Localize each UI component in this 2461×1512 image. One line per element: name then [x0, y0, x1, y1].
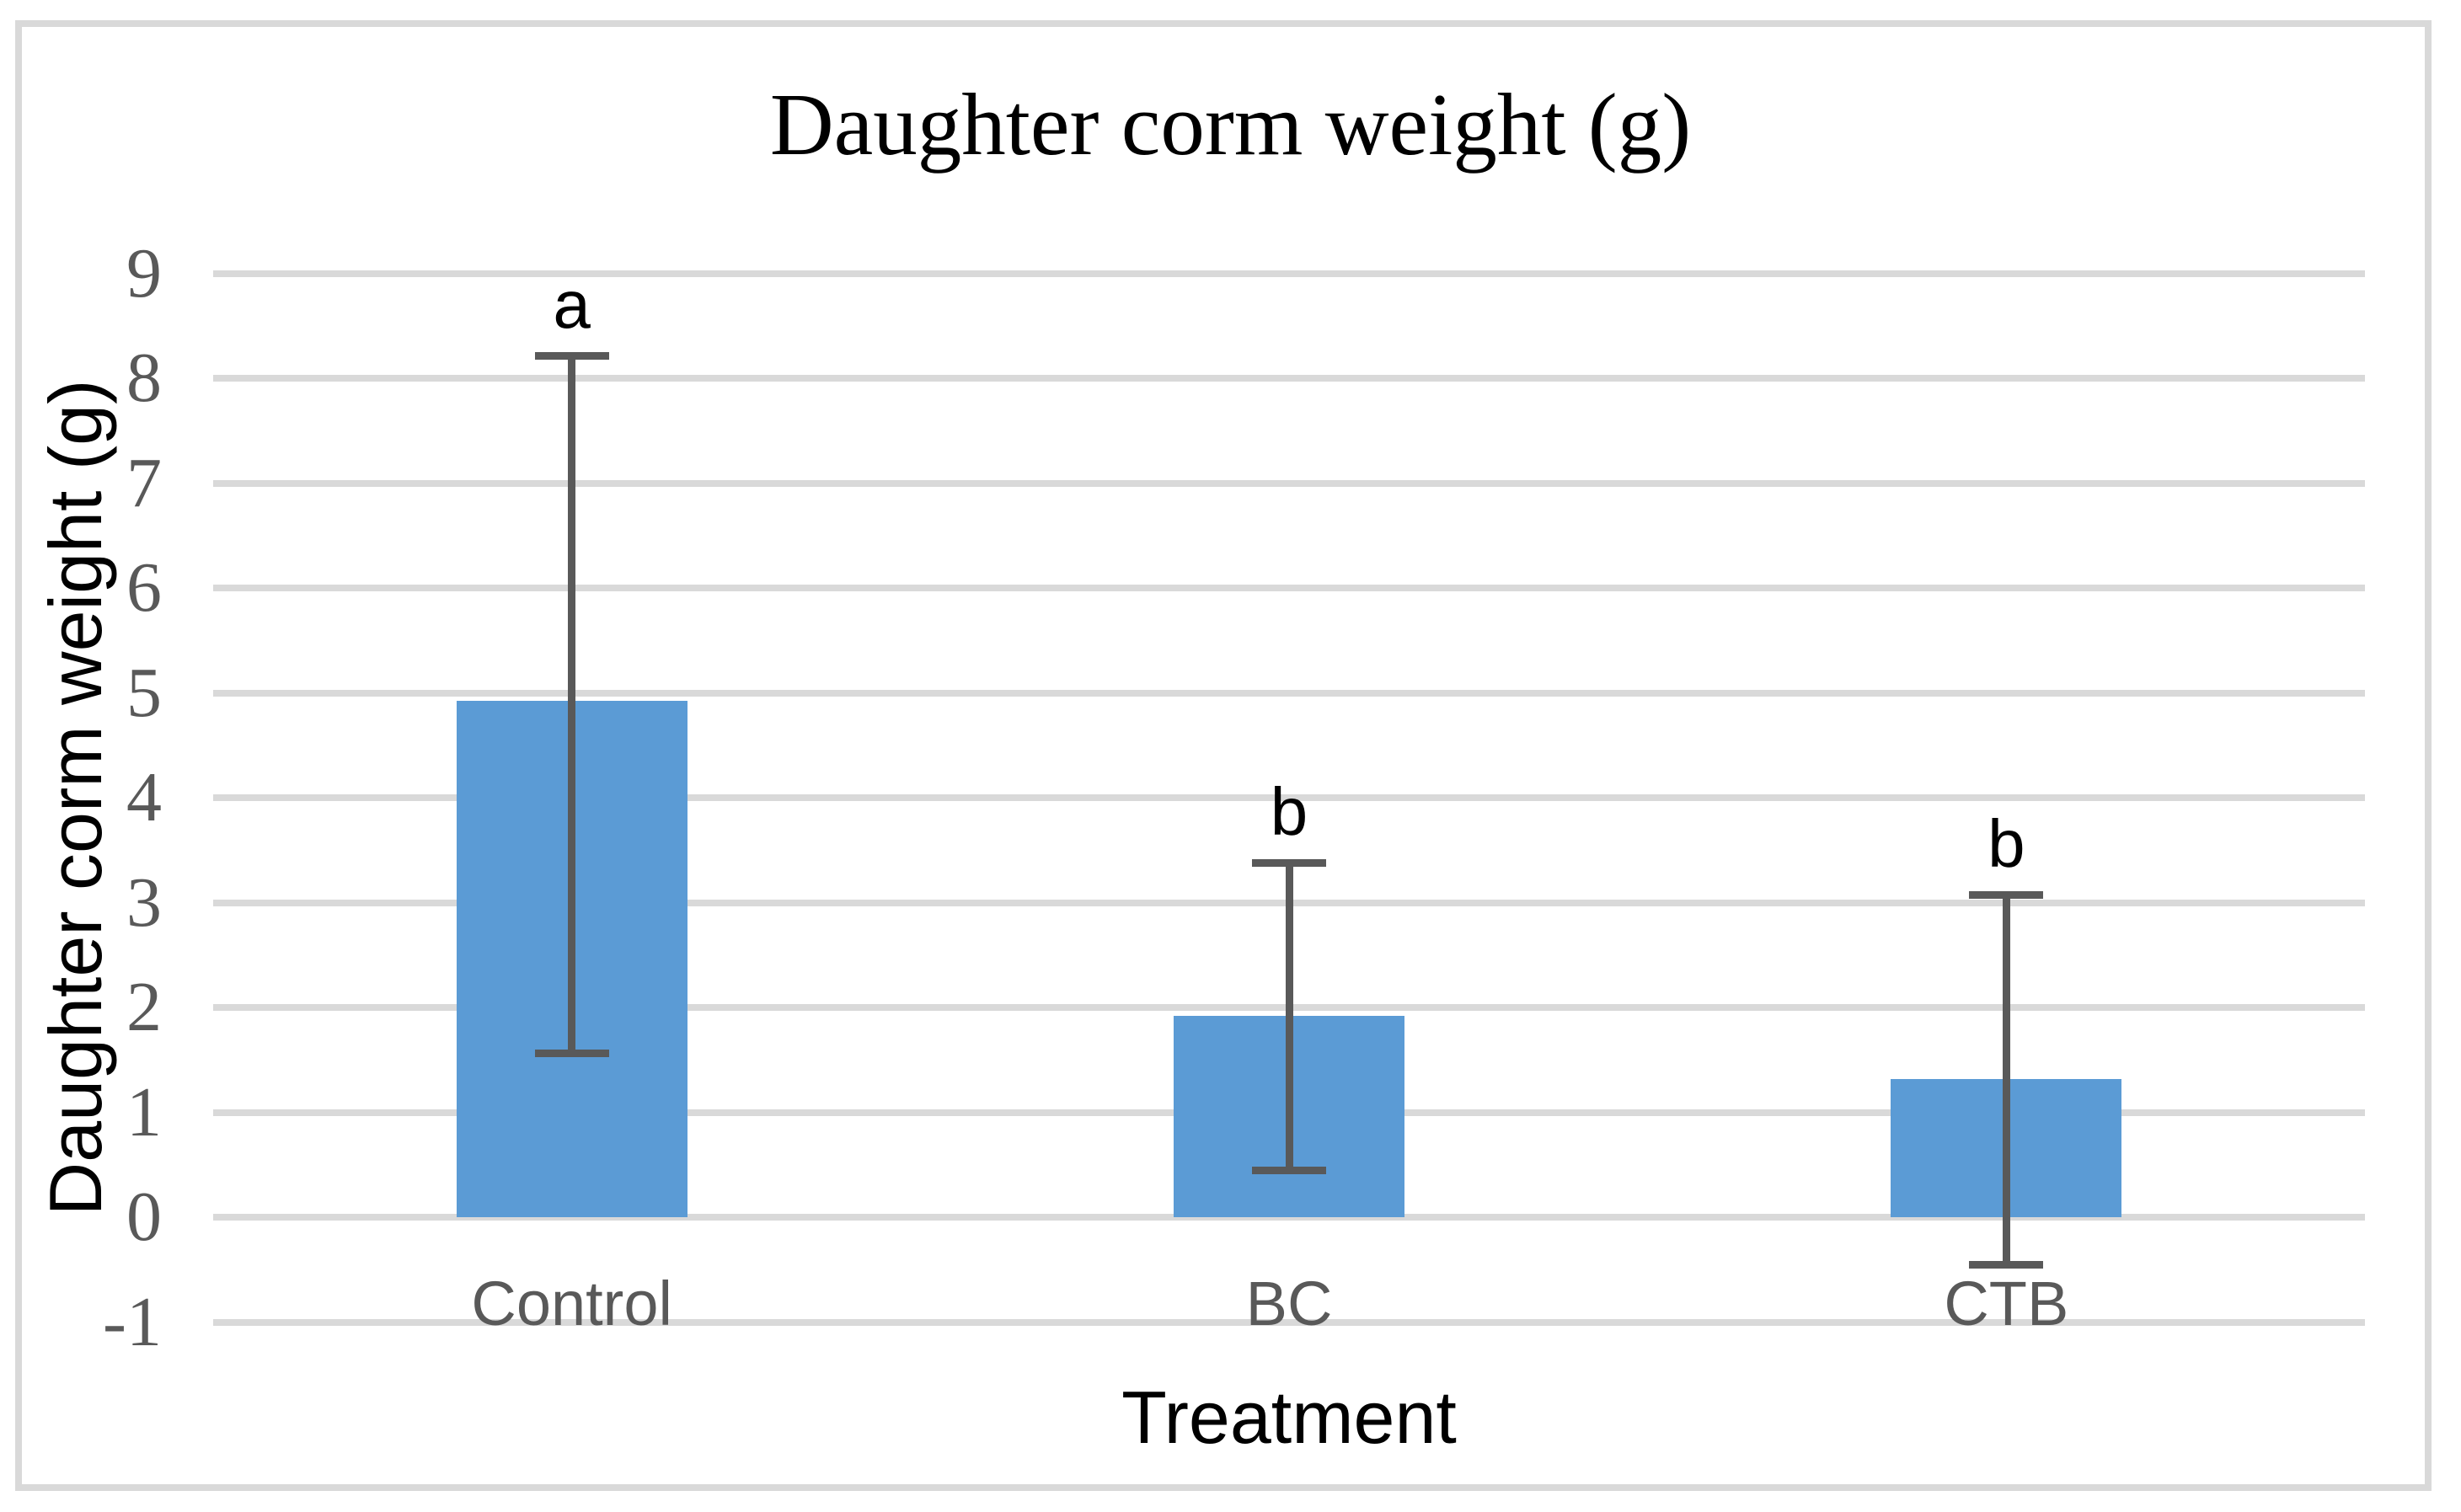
- chart-title: Daughter corm weight (g): [769, 75, 1692, 174]
- gridline-y-9: [213, 270, 2365, 277]
- y-tick-label-3: 3: [126, 863, 162, 942]
- y-tick-label-6: 6: [126, 548, 162, 627]
- y-tick-label-1: 1: [126, 1072, 162, 1151]
- category-label-control: Control: [471, 1269, 672, 1338]
- y-tick-label-0: 0: [126, 1178, 162, 1256]
- error-bar-top-cap-ctb: [1969, 890, 2044, 899]
- error-bar-top-cap-bc: [1252, 859, 1326, 868]
- error-bar-bottom-cap-control: [534, 1049, 609, 1057]
- chart-border: [15, 20, 2432, 1491]
- sig-letter-control: a: [553, 266, 591, 342]
- gridline-y-4: [213, 794, 2365, 801]
- error-bar-bc: [1285, 863, 1293, 1170]
- y-tick-label-4: 4: [126, 758, 162, 836]
- y-tick-label-7: 7: [126, 443, 162, 522]
- y-tick-label-5: 5: [126, 653, 162, 732]
- sig-letter-ctb: b: [1988, 805, 2025, 881]
- gridline-y-7: [213, 479, 2365, 487]
- x-axis-title: Treatment: [1121, 1376, 1457, 1459]
- y-tick-label-8: 8: [126, 339, 162, 417]
- error-bar-control: [568, 355, 576, 1053]
- sig-letter-bc: b: [1270, 774, 1308, 850]
- y-tick-label--1: -1: [103, 1282, 162, 1361]
- error-bar-ctb: [2002, 894, 2010, 1265]
- category-label-ctb: CTB: [1944, 1269, 2069, 1338]
- gridline-y-0: [213, 1214, 2365, 1221]
- gridline-y-5: [213, 689, 2365, 697]
- category-label-bc: BC: [1245, 1269, 1333, 1338]
- gridline-y-8: [213, 375, 2365, 382]
- y-tick-label-9: 9: [126, 233, 162, 313]
- gridline-y-6: [213, 585, 2365, 591]
- y-tick-label-2: 2: [126, 968, 162, 1046]
- gridline-y--1: [213, 1318, 2365, 1326]
- error-bar-bottom-cap-bc: [1252, 1166, 1326, 1174]
- error-bar-top-cap-control: [534, 351, 609, 360]
- error-bar-bottom-cap-ctb: [1969, 1261, 2044, 1269]
